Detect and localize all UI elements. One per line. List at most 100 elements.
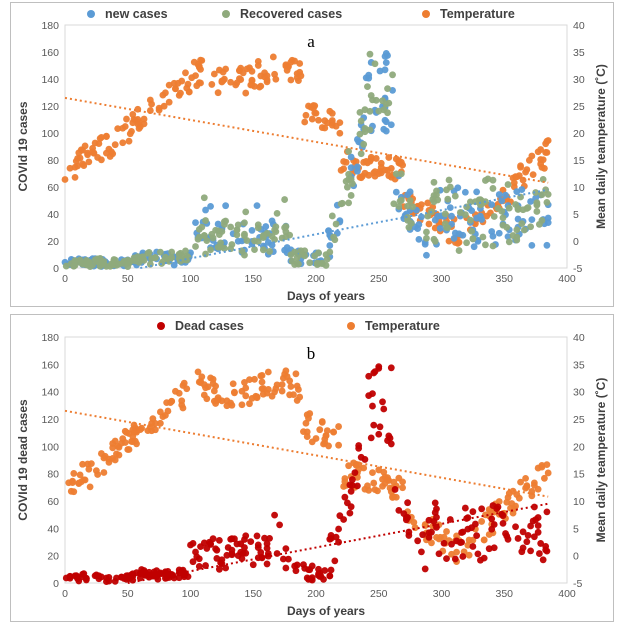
- data-point-recovered: [479, 233, 487, 241]
- data-point-temp: [123, 115, 130, 123]
- data-point-cases: [321, 567, 329, 574]
- data-point-temp: [390, 478, 398, 486]
- data-point-cases: [375, 430, 383, 438]
- data-point-cases: [376, 423, 384, 431]
- y2-tick-label: 25: [573, 414, 585, 426]
- data-point-temp: [305, 414, 312, 422]
- data-point-temp: [188, 74, 196, 82]
- data-point-temp: [151, 426, 159, 434]
- data-point-temp: [364, 482, 371, 490]
- data-point-temp: [61, 176, 69, 183]
- y-tick-label: 80: [47, 155, 59, 167]
- data-point-recovered: [94, 257, 102, 265]
- data-point-cases: [386, 434, 394, 442]
- data-point-cases: [382, 127, 390, 135]
- data-point-temp: [523, 166, 531, 173]
- chart-a-svg: 0 50 100 150 200 250 300 350 4000204060801001201…: [16, 7, 608, 303]
- y2-tick-label: 20: [573, 441, 585, 453]
- data-point-temp: [200, 381, 208, 389]
- y2-tick-label: 20: [573, 128, 585, 140]
- data-point-temp: [499, 186, 507, 194]
- y-tick-label: 100: [41, 441, 59, 453]
- data-point-temp: [469, 536, 477, 544]
- data-point-temp: [297, 72, 305, 80]
- data-point-cases: [421, 565, 429, 573]
- data-point-cases: [326, 242, 334, 249]
- data-point-recovered: [343, 183, 351, 191]
- data-point-temp: [310, 104, 317, 112]
- data-point-cases: [544, 214, 552, 222]
- data-point-recovered: [345, 147, 353, 155]
- data-point-recovered: [241, 219, 248, 227]
- data-point-recovered: [441, 210, 449, 218]
- chart-b-svg: 0 50 100 150 200 250 300 350 4000204060801001201…: [16, 319, 608, 618]
- data-point-temp: [272, 385, 280, 392]
- data-point-cases: [528, 241, 536, 249]
- data-point-cases: [222, 202, 230, 210]
- data-point-recovered: [535, 220, 543, 228]
- data-point-recovered: [331, 236, 339, 244]
- data-point-temp: [542, 149, 550, 156]
- data-point-recovered: [533, 208, 541, 215]
- data-point-temp: [356, 173, 364, 181]
- x-tick-label: 300: [433, 273, 451, 285]
- data-point-temp: [229, 380, 237, 388]
- data-point-recovered: [301, 252, 309, 260]
- data-point-cases: [458, 538, 465, 546]
- data-point-recovered: [524, 204, 532, 211]
- data-point-temp: [185, 88, 193, 96]
- data-point-cases: [361, 456, 369, 463]
- y2-tick-label: 0: [573, 236, 579, 248]
- data-point-temp: [257, 72, 265, 80]
- data-point-cases: [242, 549, 250, 557]
- data-point-cases: [381, 66, 389, 74]
- data-point-recovered: [222, 217, 230, 225]
- scatter-points: [62, 363, 552, 585]
- data-point-temp: [321, 117, 329, 125]
- data-point-temp: [335, 423, 342, 430]
- data-point-temp: [144, 427, 152, 435]
- data-point-cases: [369, 402, 376, 410]
- data-point-temp: [227, 78, 235, 86]
- y-tick-label: 160: [41, 359, 59, 371]
- data-point-recovered: [71, 257, 79, 264]
- data-point-cases: [80, 570, 88, 578]
- data-point-temp: [465, 551, 473, 559]
- data-point-temp: [210, 387, 218, 395]
- data-point-cases: [209, 535, 217, 543]
- data-point-temp: [293, 382, 301, 390]
- panel-label: a: [307, 32, 315, 51]
- legend-label: Recovered cases: [240, 7, 342, 21]
- data-point-cases: [335, 525, 342, 533]
- y2-tick-label: 15: [573, 155, 585, 167]
- data-point-temp: [272, 75, 280, 83]
- data-point-temp: [508, 500, 516, 507]
- data-point-recovered: [357, 150, 365, 158]
- data-point-temp: [370, 479, 378, 487]
- data-point-cases: [539, 556, 547, 564]
- legend-marker: [422, 10, 430, 18]
- data-point-temp: [242, 392, 250, 400]
- data-point-cases: [241, 536, 248, 543]
- data-point-temp: [522, 484, 529, 492]
- data-point-temp: [371, 168, 379, 176]
- data-point-temp: [522, 474, 529, 482]
- data-point-temp: [87, 460, 95, 468]
- data-point-temp: [236, 67, 243, 75]
- data-point-temp: [79, 460, 86, 468]
- data-point-cases: [336, 512, 344, 520]
- data-point-temp: [263, 72, 271, 80]
- data-point-temp: [385, 172, 393, 180]
- data-point-recovered: [233, 231, 241, 239]
- chart-panel-a: 0 50 100 150 200 250 300 350 400 0 20 40 60 80 100 120 1…: [10, 2, 614, 307]
- data-point-temp: [323, 427, 331, 434]
- data-point-temp: [241, 379, 248, 386]
- x-tick-label: 200: [307, 273, 325, 285]
- data-point-cases: [92, 571, 100, 579]
- data-point-cases: [499, 512, 507, 519]
- chart-panel-b: 0 50 100 150 200 250 300 350 400 0 20 40 60 80 100 120 1…: [10, 314, 614, 622]
- y2-tick-label: -5: [573, 263, 582, 275]
- data-point-cases: [513, 188, 521, 196]
- data-point-recovered: [539, 175, 547, 183]
- data-point-cases: [519, 528, 527, 536]
